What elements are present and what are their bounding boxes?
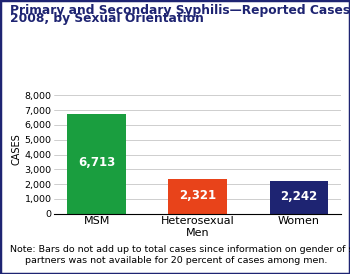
Text: Note: Bars do not add up to total cases since information on gender of sex: Note: Bars do not add up to total cases … (10, 245, 350, 254)
Text: 6,713: 6,713 (78, 156, 115, 169)
Text: Primary and Secondary Syphilis—Reported Cases,: Primary and Secondary Syphilis—Reported … (10, 4, 350, 17)
Text: 2,321: 2,321 (179, 189, 216, 202)
Y-axis label: CASES: CASES (12, 133, 22, 165)
Bar (270, 181, 328, 214)
Bar (168, 179, 227, 214)
Bar (67, 114, 126, 214)
Text: 2008, by Sexual Orientation: 2008, by Sexual Orientation (10, 12, 204, 25)
Text: 2,242: 2,242 (280, 190, 317, 203)
Text: partners was not available for 20 percent of cases among men.: partners was not available for 20 percen… (25, 256, 327, 265)
